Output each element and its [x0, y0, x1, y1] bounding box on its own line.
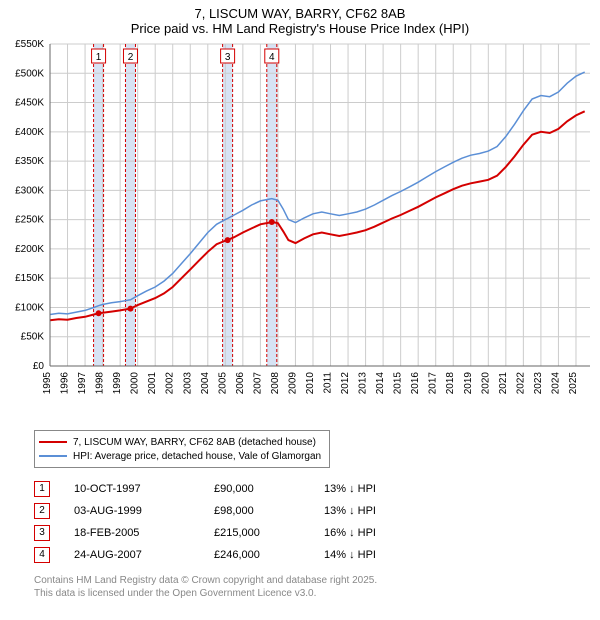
sale-price-1: £90,000	[214, 483, 324, 495]
sale-diff-1: 13% ↓ HPI	[324, 483, 424, 495]
svg-text:£150K: £150K	[15, 273, 44, 284]
svg-text:2020: 2020	[480, 372, 491, 395]
svg-text:£100K: £100K	[15, 302, 44, 313]
title-block: 7, LISCUM WAY, BARRY, CF62 8AB Price pai…	[0, 0, 600, 36]
sale-marker-3: 3	[34, 525, 50, 541]
svg-text:1: 1	[96, 52, 102, 63]
footer-line-1: Contains HM Land Registry data © Crown c…	[34, 574, 377, 587]
legend-item-property: 7, LISCUM WAY, BARRY, CF62 8AB (detached…	[39, 435, 321, 449]
svg-text:2021: 2021	[498, 372, 509, 395]
svg-text:2023: 2023	[533, 372, 544, 395]
svg-text:£350K: £350K	[15, 156, 44, 167]
svg-text:£200K: £200K	[15, 244, 44, 255]
sale-row-1: 1 10-OCT-1997 £90,000 13% ↓ HPI	[34, 478, 424, 500]
sales-table: 1 10-OCT-1997 £90,000 13% ↓ HPI 2 03-AUG…	[34, 478, 424, 566]
svg-text:2005: 2005	[217, 372, 228, 395]
svg-text:2011: 2011	[323, 372, 334, 394]
sale-diff-3: 16% ↓ HPI	[324, 527, 424, 539]
sale-marker-2: 2	[34, 503, 50, 519]
legend-label-hpi: HPI: Average price, detached house, Vale…	[73, 451, 321, 462]
svg-text:£300K: £300K	[15, 185, 44, 196]
svg-text:1996: 1996	[60, 372, 71, 395]
footer: Contains HM Land Registry data © Crown c…	[34, 574, 377, 600]
legend-swatch-property	[39, 441, 67, 443]
sale-date-3: 18-FEB-2005	[74, 527, 214, 539]
svg-text:2003: 2003	[182, 372, 193, 395]
sale-row-3: 3 18-FEB-2005 £215,000 16% ↓ HPI	[34, 522, 424, 544]
sale-marker-1: 1	[34, 481, 50, 497]
sale-price-2: £98,000	[214, 505, 324, 517]
sale-price-4: £246,000	[214, 549, 324, 561]
sale-date-4: 24-AUG-2007	[74, 549, 214, 561]
svg-text:2015: 2015	[393, 372, 404, 395]
svg-text:2017: 2017	[428, 372, 439, 395]
chart-title: 7, LISCUM WAY, BARRY, CF62 8AB	[0, 6, 600, 21]
svg-text:2016: 2016	[410, 372, 421, 395]
svg-text:2022: 2022	[515, 372, 526, 395]
sale-row-2: 2 03-AUG-1999 £98,000 13% ↓ HPI	[34, 500, 424, 522]
svg-text:2001: 2001	[147, 372, 158, 395]
svg-text:1999: 1999	[112, 372, 123, 395]
sale-date-2: 03-AUG-1999	[74, 505, 214, 517]
svg-text:£50K: £50K	[21, 332, 45, 343]
sale-price-3: £215,000	[214, 527, 324, 539]
svg-text:3: 3	[225, 52, 231, 63]
svg-text:2018: 2018	[445, 372, 456, 395]
sale-diff-2: 13% ↓ HPI	[324, 505, 424, 517]
svg-text:2: 2	[128, 52, 134, 63]
svg-text:2007: 2007	[252, 372, 263, 395]
svg-text:1998: 1998	[95, 372, 106, 395]
legend-item-hpi: HPI: Average price, detached house, Vale…	[39, 449, 321, 463]
legend: 7, LISCUM WAY, BARRY, CF62 8AB (detached…	[34, 430, 330, 468]
sale-diff-4: 14% ↓ HPI	[324, 549, 424, 561]
svg-text:4: 4	[269, 52, 275, 63]
svg-text:2008: 2008	[270, 372, 281, 395]
svg-text:2024: 2024	[550, 372, 561, 395]
svg-text:2025: 2025	[568, 372, 579, 395]
svg-text:2013: 2013	[358, 372, 369, 395]
svg-text:2012: 2012	[340, 372, 351, 395]
svg-text:2006: 2006	[235, 372, 246, 395]
price-chart: £0 £50K £100K £150K £200K £250K £300K £350K £400…	[0, 36, 600, 416]
svg-text:2014: 2014	[375, 372, 386, 395]
svg-text:2010: 2010	[305, 372, 316, 395]
sale-row-4: 4 24-AUG-2007 £246,000 14% ↓ HPI	[34, 544, 424, 566]
legend-label-property: 7, LISCUM WAY, BARRY, CF62 8AB (detached…	[73, 437, 316, 448]
svg-text:£500K: £500K	[15, 68, 44, 79]
svg-text:1995: 1995	[42, 372, 53, 395]
svg-text:2002: 2002	[165, 372, 176, 395]
sale-date-1: 10-OCT-1997	[74, 483, 214, 495]
svg-text:1997: 1997	[77, 372, 88, 395]
svg-text:£450K: £450K	[15, 98, 44, 109]
chart-subtitle: Price paid vs. HM Land Registry's House …	[0, 21, 600, 36]
svg-text:£400K: £400K	[15, 127, 44, 138]
svg-text:£0: £0	[33, 361, 45, 372]
svg-text:£250K: £250K	[15, 215, 44, 226]
legend-swatch-hpi	[39, 455, 67, 457]
svg-text:2000: 2000	[130, 372, 141, 395]
svg-text:2009: 2009	[287, 372, 298, 395]
svg-text:2004: 2004	[200, 372, 211, 395]
svg-text:2019: 2019	[463, 372, 474, 395]
footer-line-2: This data is licensed under the Open Gov…	[34, 587, 377, 600]
svg-text:£550K: £550K	[15, 39, 44, 50]
sale-marker-4: 4	[34, 547, 50, 563]
